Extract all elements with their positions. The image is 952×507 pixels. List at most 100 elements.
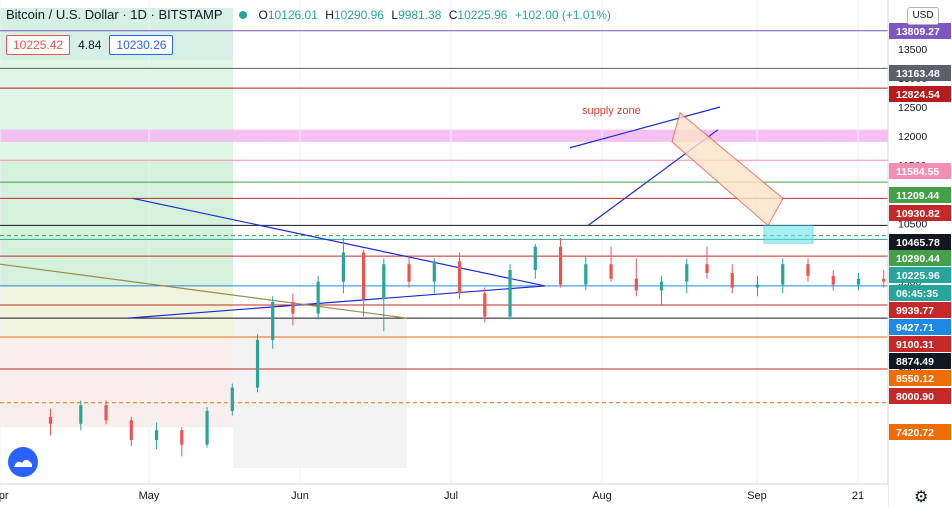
price-level-tag-label: 9100.31 [896, 339, 934, 351]
candle-body [659, 281, 664, 291]
price-level-tag-label: 13809.27 [896, 26, 940, 38]
candle-body [584, 264, 588, 285]
price-level-tag-label: 10290.44 [896, 253, 940, 265]
supply-zone-band [0, 129, 888, 142]
candle-body [230, 387, 234, 411]
price-level-tag [889, 388, 951, 404]
fib-zone-yellow [0, 285, 233, 337]
y-tick-label: 10500 [898, 218, 927, 230]
candle-body [407, 264, 411, 282]
x-tick-label: 21 [852, 490, 864, 502]
candle-body [705, 264, 709, 273]
candle-body [856, 278, 861, 285]
candle-body [831, 275, 835, 285]
price-level-tag [889, 336, 951, 352]
x-tick-label: Jun [291, 490, 309, 502]
candle-body [483, 293, 487, 317]
price-level-tag-label: 7420.72 [896, 427, 934, 439]
candle-body [882, 278, 886, 282]
price-level-tag [889, 424, 951, 440]
price-level-tag [889, 250, 951, 266]
current-range-box [763, 224, 814, 244]
candle-body [129, 420, 133, 441]
channel-upper-line [569, 106, 721, 149]
fib-zone-red [0, 336, 233, 428]
triangle-lower-trendline [127, 285, 546, 319]
x-tick-label: May [139, 490, 160, 502]
close-value: 10225.96 [457, 7, 508, 22]
triangle-upper-trendline [132, 197, 546, 287]
x-tick-label: Aug [592, 490, 612, 502]
candle-body [685, 264, 689, 282]
candle-body [508, 270, 512, 317]
price-level-tag [889, 319, 951, 335]
price-level-tag-label: 10225.96 [896, 270, 940, 282]
candle-body [154, 430, 159, 441]
x-tick-label: Jul [444, 490, 458, 502]
price-level-tag-label: 11584.55 [896, 166, 939, 178]
trade-panel: 10225.42 4.84 10230.26 [6, 35, 174, 55]
interval-label: 1D [130, 7, 147, 22]
price-level-tag [889, 23, 951, 39]
price-level-tag-label: 06:45:35 [896, 288, 938, 300]
price-level-tag-label: 8550.12 [896, 373, 934, 385]
price-level-tag-label: 9427.71 [896, 322, 934, 334]
candle-body [634, 278, 638, 291]
sell-price-button[interactable]: 10225.42 [6, 35, 71, 55]
price-level-tag [889, 86, 951, 102]
open-label: O [258, 7, 268, 22]
currency-button[interactable]: USD [907, 7, 939, 25]
price-level-tag [889, 353, 951, 369]
price-level-tag-label: 10465.78 [896, 237, 940, 249]
price-level-tag [889, 370, 951, 386]
tradingview-logo-icon[interactable] [8, 447, 38, 477]
x-tick-label: Apr [0, 490, 9, 502]
candle-body [730, 272, 734, 288]
candle-body [362, 252, 366, 300]
low-label: L [391, 7, 399, 22]
high-value: 10290.96 [333, 7, 384, 22]
candle-body [382, 264, 386, 300]
candle-body [316, 281, 320, 314]
price-level-tag [889, 234, 951, 250]
settings-gear-icon[interactable]: ⚙ [914, 489, 929, 506]
price-level-tag-label: 11209.44 [896, 190, 939, 202]
price-level-tag [889, 187, 951, 203]
y-tick-label: 12500 [898, 102, 927, 114]
price-level-tag [889, 302, 951, 318]
candle-body [457, 261, 462, 294]
candle-body [271, 302, 275, 340]
change-value: +102.00 (+1.01%) [514, 7, 611, 22]
price-level-tag [889, 65, 951, 81]
market-status-icon [238, 10, 247, 19]
price-level-tag-label: 8000.90 [896, 391, 934, 403]
candle-body [806, 264, 810, 276]
fib-zone-gray [233, 318, 407, 468]
candle-body [255, 339, 260, 388]
buy-price-button[interactable]: 10230.26 [109, 35, 174, 55]
price-level-tag-label: 9939.77 [896, 305, 934, 317]
candle-body [755, 284, 760, 288]
spread-value: 4.84 [78, 38, 102, 52]
price-level-tag [889, 267, 951, 283]
low-value: 9981.38 [398, 7, 442, 22]
high-label: H [325, 7, 334, 22]
price-level-tag-label: 12824.54 [896, 89, 940, 101]
x-tick-label: Sep [747, 490, 767, 502]
candle-body [432, 261, 436, 282]
price-level-tag-label: 8874.49 [896, 356, 934, 368]
candle-body [104, 405, 108, 421]
chart-header: Bitcoin / U.S. Dollar · 1D · BITSTAMP O1… [6, 7, 611, 22]
candle-body [180, 430, 184, 445]
price-level-tag [889, 163, 951, 179]
candle-body [781, 264, 785, 285]
candle-body [609, 264, 613, 279]
ohlc-readout: O10126.01 H10290.96 L9981.38 C10225.96 +… [259, 8, 611, 22]
symbol-title[interactable]: Bitcoin / U.S. Dollar · 1D · BITSTAMP [6, 7, 223, 22]
symbol-name: Bitcoin / U.S. Dollar [6, 7, 119, 22]
price-level-tag [889, 285, 951, 301]
price-level-tag-label: 13163.48 [896, 68, 940, 80]
exchange-label: BITSTAMP [158, 7, 223, 22]
